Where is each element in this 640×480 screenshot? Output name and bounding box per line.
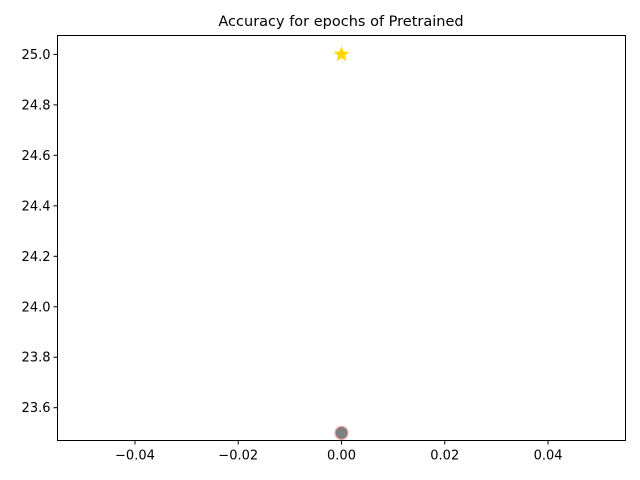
y-tick-label: 24.2 xyxy=(22,250,51,265)
x-tick-label: −0.04 xyxy=(115,449,155,464)
plot-marks xyxy=(333,46,350,441)
axes-frame xyxy=(57,35,626,441)
x-tick-label: 0.00 xyxy=(327,449,356,464)
y-tick-label: 24.4 xyxy=(22,199,51,214)
y-axis: 23.6 23.8 24.0 24.2 24.4 24.6 24.8 25.0 xyxy=(22,48,58,416)
y-tick-label: 24.6 xyxy=(22,149,51,164)
y-tick-label: 23.6 xyxy=(22,401,51,416)
x-tick-label: 0.04 xyxy=(534,449,563,464)
y-tick-label: 23.8 xyxy=(22,351,51,366)
chart-title: Accuracy for epochs of Pretrained xyxy=(218,14,463,30)
y-tick-label: 25.0 xyxy=(22,48,51,63)
x-tick-label: −0.02 xyxy=(218,449,258,464)
data-point-star xyxy=(333,46,350,62)
data-point-circle xyxy=(334,425,349,441)
y-tick-label: 24.8 xyxy=(22,98,51,113)
x-axis: −0.04 −0.02 0.00 0.02 0.04 xyxy=(115,440,563,464)
x-tick-label: 0.02 xyxy=(430,449,459,464)
y-tick-label: 24.0 xyxy=(22,300,51,315)
